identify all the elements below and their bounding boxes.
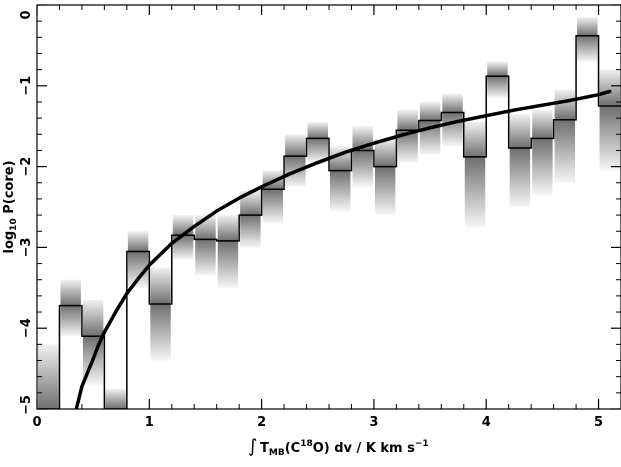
uncertainty-band — [38, 344, 59, 409]
y-axis-ticks: 0 −1 −2 −3 −4 −5 — [19, 4, 621, 415]
uncertainty-band — [240, 190, 261, 248]
y-tick-label: −4 — [19, 318, 34, 338]
y-axis-label-main: log — [2, 231, 17, 254]
x-axis-label-sub: MB — [269, 448, 285, 458]
y-tick-label: −1 — [19, 76, 34, 96]
uncertainty-band — [577, 17, 598, 62]
y-tick-label: −2 — [19, 157, 34, 177]
uncertainty-band — [285, 134, 306, 187]
x-tick-label: 3 — [369, 415, 378, 430]
y-tick-label: −5 — [19, 395, 34, 415]
uncertainty-band — [599, 69, 620, 171]
uncertainty-band — [172, 215, 194, 260]
uncertainty-band — [150, 267, 171, 361]
fit-curve-group — [74, 89, 612, 409]
x-axis-label-text: TMB(C18O) dv / K km s−1 — [260, 439, 429, 458]
fit-curve — [74, 89, 612, 409]
x-axis-label-main: T — [260, 441, 269, 456]
uncertainty-band — [397, 110, 418, 163]
x-axis-integral: ∫ — [248, 436, 257, 457]
uncertainty-band — [442, 93, 463, 147]
uncertainty-band — [464, 122, 486, 228]
uncertainty-band — [554, 89, 576, 183]
uncertainty-band — [352, 126, 373, 187]
y-tick-label: −3 — [19, 237, 34, 257]
x-axis-label-sup: 18 — [300, 439, 313, 449]
plot-frame — [36, 4, 621, 410]
x-axis-label: ∫ TMB(C18O) dv / K km s−1 — [248, 436, 429, 458]
uncertainty-band — [374, 138, 396, 216]
uncertainty-band — [532, 110, 553, 195]
x-axis-label-rest: O) dv / K km s — [313, 441, 415, 456]
uncertainty-band — [509, 114, 531, 207]
x-tick-label: 4 — [482, 415, 491, 430]
x-axis-ticks: 0 1 2 3 4 5 — [32, 5, 603, 430]
y-axis-label: log10 P(core) — [2, 160, 19, 253]
x-axis-label-exp: −1 — [415, 439, 429, 449]
y-tick-label: 0 — [19, 10, 34, 19]
uncertainty-band — [60, 279, 81, 337]
uncertainty-band — [217, 215, 239, 288]
uncertainty-bands — [38, 17, 620, 409]
y-axis-label-text: log10 P(core) — [2, 160, 19, 253]
step-line — [37, 34, 621, 409]
histogram-steps — [37, 34, 621, 409]
uncertainty-band — [195, 215, 216, 276]
uncertainty-band — [105, 388, 126, 409]
uncertainty-band — [487, 61, 508, 98]
x-tick-label: 1 — [145, 415, 154, 430]
uncertainty-band — [307, 122, 328, 163]
y-axis-label-sub: 10 — [9, 218, 19, 231]
uncertainty-band — [82, 299, 104, 385]
x-tick-label: 0 — [32, 415, 41, 430]
x-tick-label: 2 — [257, 415, 266, 430]
x-tick-label: 5 — [594, 415, 603, 430]
uncertainty-band — [330, 146, 351, 212]
x-axis-label-open: (C — [285, 441, 300, 456]
y-axis-label-rest: P(core) — [2, 160, 17, 218]
